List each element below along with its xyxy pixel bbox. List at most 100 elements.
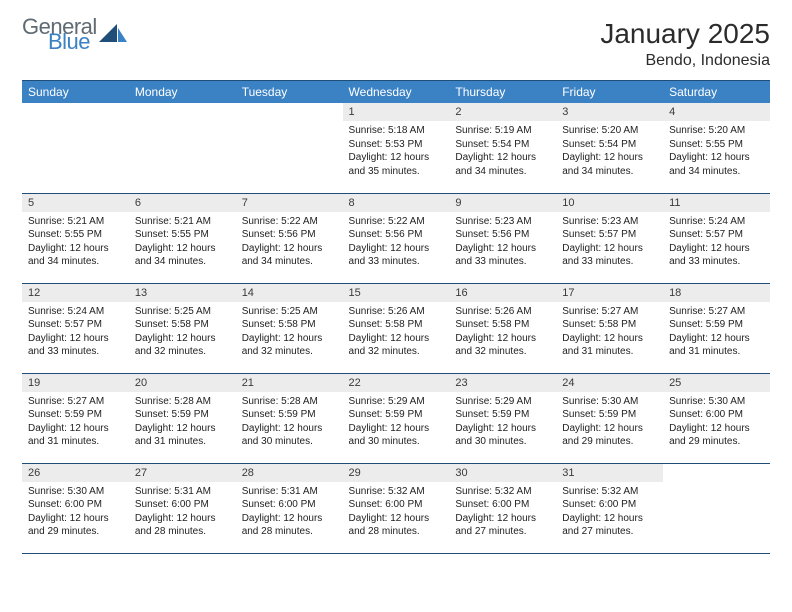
day-number: 7 <box>236 194 343 212</box>
day-details: Sunrise: 5:27 AMSunset: 5:59 PMDaylight:… <box>663 302 770 365</box>
day-details: Sunrise: 5:32 AMSunset: 6:00 PMDaylight:… <box>343 482 450 545</box>
calendar-day-cell: 18Sunrise: 5:27 AMSunset: 5:59 PMDayligh… <box>663 283 770 373</box>
day-header: Friday <box>556 81 663 104</box>
day-number: 19 <box>22 374 129 392</box>
day-details: Sunrise: 5:32 AMSunset: 6:00 PMDaylight:… <box>449 482 556 545</box>
day-number: 24 <box>556 374 663 392</box>
calendar-day-cell: 31Sunrise: 5:32 AMSunset: 6:00 PMDayligh… <box>556 463 663 553</box>
calendar-day-cell: 22Sunrise: 5:29 AMSunset: 5:59 PMDayligh… <box>343 373 450 463</box>
calendar-week: 12Sunrise: 5:24 AMSunset: 5:57 PMDayligh… <box>22 283 770 373</box>
logo-part2: Blue <box>48 33 97 52</box>
calendar-day-cell: 30Sunrise: 5:32 AMSunset: 6:00 PMDayligh… <box>449 463 556 553</box>
day-header: Saturday <box>663 81 770 104</box>
header: General Blue January 2025 Bendo, Indones… <box>22 18 770 70</box>
day-number: 18 <box>663 284 770 302</box>
day-number: 8 <box>343 194 450 212</box>
day-details: Sunrise: 5:28 AMSunset: 5:59 PMDaylight:… <box>129 392 236 455</box>
day-details: Sunrise: 5:26 AMSunset: 5:58 PMDaylight:… <box>449 302 556 365</box>
day-number: 3 <box>556 103 663 121</box>
day-details: Sunrise: 5:20 AMSunset: 5:55 PMDaylight:… <box>663 121 770 184</box>
calendar-week: 5Sunrise: 5:21 AMSunset: 5:55 PMDaylight… <box>22 193 770 283</box>
calendar-day-cell: 6Sunrise: 5:21 AMSunset: 5:55 PMDaylight… <box>129 193 236 283</box>
day-details: Sunrise: 5:21 AMSunset: 5:55 PMDaylight:… <box>22 212 129 275</box>
calendar-day-cell: 7Sunrise: 5:22 AMSunset: 5:56 PMDaylight… <box>236 193 343 283</box>
calendar-day-cell: 23Sunrise: 5:29 AMSunset: 5:59 PMDayligh… <box>449 373 556 463</box>
day-number: 22 <box>343 374 450 392</box>
day-number: 4 <box>663 103 770 121</box>
calendar-day-cell: 10Sunrise: 5:23 AMSunset: 5:57 PMDayligh… <box>556 193 663 283</box>
calendar-day-cell: 28Sunrise: 5:31 AMSunset: 6:00 PMDayligh… <box>236 463 343 553</box>
day-number <box>22 103 129 121</box>
calendar-day-cell: 21Sunrise: 5:28 AMSunset: 5:59 PMDayligh… <box>236 373 343 463</box>
day-number: 6 <box>129 194 236 212</box>
calendar-day-cell: 8Sunrise: 5:22 AMSunset: 5:56 PMDaylight… <box>343 193 450 283</box>
calendar-body: 1Sunrise: 5:18 AMSunset: 5:53 PMDaylight… <box>22 103 770 553</box>
calendar-day-cell: 5Sunrise: 5:21 AMSunset: 5:55 PMDaylight… <box>22 193 129 283</box>
calendar-day-cell <box>236 103 343 193</box>
day-details: Sunrise: 5:25 AMSunset: 5:58 PMDaylight:… <box>129 302 236 365</box>
title-block: January 2025 Bendo, Indonesia <box>600 18 770 70</box>
day-details: Sunrise: 5:29 AMSunset: 5:59 PMDaylight:… <box>343 392 450 455</box>
calendar-day-cell: 29Sunrise: 5:32 AMSunset: 6:00 PMDayligh… <box>343 463 450 553</box>
day-header: Sunday <box>22 81 129 104</box>
calendar-day-cell <box>663 463 770 553</box>
month-title: January 2025 <box>600 18 770 50</box>
day-details: Sunrise: 5:29 AMSunset: 5:59 PMDaylight:… <box>449 392 556 455</box>
calendar-day-cell: 4Sunrise: 5:20 AMSunset: 5:55 PMDaylight… <box>663 103 770 193</box>
day-number: 29 <box>343 464 450 482</box>
day-details: Sunrise: 5:28 AMSunset: 5:59 PMDaylight:… <box>236 392 343 455</box>
day-number: 16 <box>449 284 556 302</box>
day-header: Monday <box>129 81 236 104</box>
day-number: 11 <box>663 194 770 212</box>
day-details: Sunrise: 5:23 AMSunset: 5:57 PMDaylight:… <box>556 212 663 275</box>
day-number: 13 <box>129 284 236 302</box>
day-number: 28 <box>236 464 343 482</box>
calendar-day-cell: 17Sunrise: 5:27 AMSunset: 5:58 PMDayligh… <box>556 283 663 373</box>
day-number: 23 <box>449 374 556 392</box>
calendar-day-cell: 26Sunrise: 5:30 AMSunset: 6:00 PMDayligh… <box>22 463 129 553</box>
logo-sail-icon <box>99 24 127 46</box>
calendar-day-cell: 27Sunrise: 5:31 AMSunset: 6:00 PMDayligh… <box>129 463 236 553</box>
day-details: Sunrise: 5:31 AMSunset: 6:00 PMDaylight:… <box>129 482 236 545</box>
calendar-head: SundayMondayTuesdayWednesdayThursdayFrid… <box>22 81 770 104</box>
day-number: 15 <box>343 284 450 302</box>
day-number: 17 <box>556 284 663 302</box>
day-details: Sunrise: 5:18 AMSunset: 5:53 PMDaylight:… <box>343 121 450 184</box>
logo: General Blue <box>22 18 127 51</box>
calendar-day-cell: 14Sunrise: 5:25 AMSunset: 5:58 PMDayligh… <box>236 283 343 373</box>
day-details: Sunrise: 5:31 AMSunset: 6:00 PMDaylight:… <box>236 482 343 545</box>
day-header: Thursday <box>449 81 556 104</box>
day-number: 12 <box>22 284 129 302</box>
day-details: Sunrise: 5:30 AMSunset: 6:00 PMDaylight:… <box>22 482 129 545</box>
day-number: 1 <box>343 103 450 121</box>
day-details: Sunrise: 5:19 AMSunset: 5:54 PMDaylight:… <box>449 121 556 184</box>
calendar-week: 26Sunrise: 5:30 AMSunset: 6:00 PMDayligh… <box>22 463 770 553</box>
day-details: Sunrise: 5:22 AMSunset: 5:56 PMDaylight:… <box>343 212 450 275</box>
location: Bendo, Indonesia <box>600 52 770 70</box>
calendar-day-cell <box>129 103 236 193</box>
day-number: 31 <box>556 464 663 482</box>
day-number: 26 <box>22 464 129 482</box>
calendar-week: 1Sunrise: 5:18 AMSunset: 5:53 PMDaylight… <box>22 103 770 193</box>
calendar-day-cell: 25Sunrise: 5:30 AMSunset: 6:00 PMDayligh… <box>663 373 770 463</box>
calendar-day-cell: 24Sunrise: 5:30 AMSunset: 5:59 PMDayligh… <box>556 373 663 463</box>
day-details: Sunrise: 5:22 AMSunset: 5:56 PMDaylight:… <box>236 212 343 275</box>
day-number <box>663 464 770 482</box>
day-number <box>129 103 236 121</box>
calendar-day-cell: 16Sunrise: 5:26 AMSunset: 5:58 PMDayligh… <box>449 283 556 373</box>
calendar-day-cell: 19Sunrise: 5:27 AMSunset: 5:59 PMDayligh… <box>22 373 129 463</box>
calendar-day-cell: 13Sunrise: 5:25 AMSunset: 5:58 PMDayligh… <box>129 283 236 373</box>
calendar-page: General Blue January 2025 Bendo, Indones… <box>0 0 792 612</box>
logo-text: General Blue <box>22 18 97 51</box>
calendar-day-cell: 1Sunrise: 5:18 AMSunset: 5:53 PMDaylight… <box>343 103 450 193</box>
calendar-table: SundayMondayTuesdayWednesdayThursdayFrid… <box>22 80 770 554</box>
calendar-week: 19Sunrise: 5:27 AMSunset: 5:59 PMDayligh… <box>22 373 770 463</box>
day-number: 25 <box>663 374 770 392</box>
day-number: 20 <box>129 374 236 392</box>
day-details: Sunrise: 5:21 AMSunset: 5:55 PMDaylight:… <box>129 212 236 275</box>
day-details: Sunrise: 5:24 AMSunset: 5:57 PMDaylight:… <box>22 302 129 365</box>
day-header: Tuesday <box>236 81 343 104</box>
day-number: 21 <box>236 374 343 392</box>
day-details: Sunrise: 5:26 AMSunset: 5:58 PMDaylight:… <box>343 302 450 365</box>
day-details: Sunrise: 5:30 AMSunset: 5:59 PMDaylight:… <box>556 392 663 455</box>
